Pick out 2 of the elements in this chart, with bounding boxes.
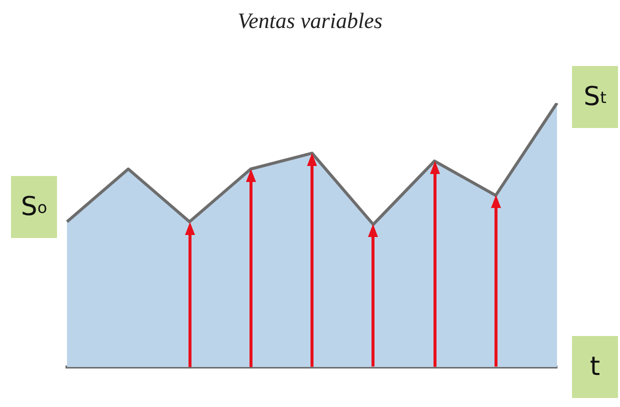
text: t <box>572 336 618 398</box>
chart-title: Ventas variables <box>236 8 384 34</box>
